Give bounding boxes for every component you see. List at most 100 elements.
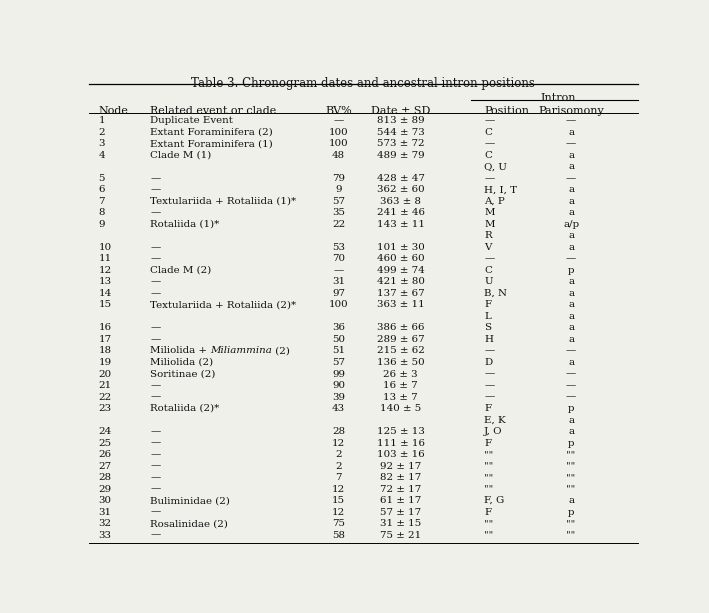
Text: 33: 33 xyxy=(99,531,111,539)
Text: D: D xyxy=(484,358,492,367)
Text: 48: 48 xyxy=(332,151,345,160)
Text: R: R xyxy=(484,232,492,240)
Text: 17: 17 xyxy=(99,335,111,344)
Text: 2: 2 xyxy=(335,450,342,459)
Text: Position: Position xyxy=(484,105,529,116)
Text: F: F xyxy=(484,404,491,413)
Text: 4: 4 xyxy=(99,151,105,160)
Text: —: — xyxy=(150,278,160,286)
Text: 15: 15 xyxy=(99,300,111,310)
Text: 99: 99 xyxy=(332,370,345,378)
Text: a: a xyxy=(568,416,574,425)
Text: 5: 5 xyxy=(99,174,105,183)
Text: C: C xyxy=(484,128,492,137)
Text: —: — xyxy=(150,289,160,298)
Text: 39: 39 xyxy=(332,392,345,402)
Text: Rotaliida (1)*: Rotaliida (1)* xyxy=(150,220,219,229)
Text: Extant Foraminifera (1): Extant Foraminifera (1) xyxy=(150,139,273,148)
Text: —: — xyxy=(150,254,160,264)
Text: F: F xyxy=(484,300,491,310)
Text: C: C xyxy=(484,266,492,275)
Text: H: H xyxy=(484,335,493,344)
Text: 75: 75 xyxy=(332,519,345,528)
Text: 90: 90 xyxy=(332,381,345,390)
Text: 28: 28 xyxy=(99,473,111,482)
Text: "": "" xyxy=(566,473,576,482)
Text: 24: 24 xyxy=(99,427,112,436)
Text: a: a xyxy=(568,358,574,367)
Text: 57: 57 xyxy=(332,358,345,367)
Text: F, G: F, G xyxy=(484,496,505,505)
Text: —: — xyxy=(150,462,160,471)
Text: p: p xyxy=(568,508,574,517)
Text: 53: 53 xyxy=(332,243,345,252)
Text: J, O: J, O xyxy=(484,427,503,436)
Text: 2: 2 xyxy=(335,462,342,471)
Text: 13 ± 7: 13 ± 7 xyxy=(384,392,418,402)
Text: a: a xyxy=(568,243,574,252)
Text: "": "" xyxy=(484,473,493,482)
Text: Related event or clade: Related event or clade xyxy=(150,105,277,116)
Text: —: — xyxy=(566,139,576,148)
Text: 136 ± 50: 136 ± 50 xyxy=(377,358,425,367)
Text: 215 ± 62: 215 ± 62 xyxy=(376,346,425,356)
Text: 289 ± 67: 289 ± 67 xyxy=(377,335,425,344)
Text: a: a xyxy=(568,232,574,240)
Text: 9: 9 xyxy=(99,220,105,229)
Text: 26: 26 xyxy=(99,450,111,459)
Text: —: — xyxy=(150,508,160,517)
Text: 92 ± 17: 92 ± 17 xyxy=(380,462,421,471)
Text: F: F xyxy=(484,508,491,517)
Text: a: a xyxy=(568,312,574,321)
Text: 75 ± 21: 75 ± 21 xyxy=(380,531,421,539)
Text: "": "" xyxy=(484,462,493,471)
Text: 26 ± 3: 26 ± 3 xyxy=(384,370,418,378)
Text: "": "" xyxy=(566,531,576,539)
Text: "": "" xyxy=(484,450,493,459)
Text: 57: 57 xyxy=(332,197,345,206)
Text: 29: 29 xyxy=(99,484,111,493)
Text: 489 ± 79: 489 ± 79 xyxy=(377,151,425,160)
Text: 20: 20 xyxy=(99,370,111,378)
Text: 499 ± 74: 499 ± 74 xyxy=(377,266,425,275)
Text: "": "" xyxy=(566,462,576,471)
Text: a: a xyxy=(568,185,574,194)
Text: 19: 19 xyxy=(99,358,111,367)
Text: 51: 51 xyxy=(332,346,345,356)
Text: M: M xyxy=(484,220,495,229)
Text: V: V xyxy=(484,243,491,252)
Text: "": "" xyxy=(484,484,493,493)
Text: a: a xyxy=(568,162,574,172)
Text: 57 ± 17: 57 ± 17 xyxy=(380,508,421,517)
Text: a: a xyxy=(568,335,574,344)
Text: Extant Foraminifera (2): Extant Foraminifera (2) xyxy=(150,128,273,137)
Text: Table 3. Chronogram dates and ancestral intron positions: Table 3. Chronogram dates and ancestral … xyxy=(191,77,535,90)
Text: H, I, T: H, I, T xyxy=(484,185,518,194)
Text: a/p: a/p xyxy=(563,220,579,229)
Text: 31: 31 xyxy=(332,278,345,286)
Text: 100: 100 xyxy=(329,139,348,148)
Text: 43: 43 xyxy=(332,404,345,413)
Text: 58: 58 xyxy=(332,531,345,539)
Text: —: — xyxy=(484,392,494,402)
Text: 18: 18 xyxy=(99,346,111,356)
Text: 2: 2 xyxy=(99,128,105,137)
Text: 544 ± 73: 544 ± 73 xyxy=(377,128,425,137)
Text: "": "" xyxy=(566,519,576,528)
Text: "": "" xyxy=(566,484,576,493)
Text: 82 ± 17: 82 ± 17 xyxy=(380,473,421,482)
Text: —: — xyxy=(150,484,160,493)
Text: p: p xyxy=(568,438,574,447)
Text: —: — xyxy=(150,450,160,459)
Text: 1: 1 xyxy=(99,116,105,125)
Text: 111 ± 16: 111 ± 16 xyxy=(376,438,425,447)
Text: B, N: B, N xyxy=(484,289,507,298)
Text: Q, U: Q, U xyxy=(484,162,507,172)
Text: Buliminidae (2): Buliminidae (2) xyxy=(150,496,230,505)
Text: M: M xyxy=(484,208,495,218)
Text: 386 ± 66: 386 ± 66 xyxy=(377,324,425,332)
Text: 362 ± 60: 362 ± 60 xyxy=(377,185,425,194)
Text: 12: 12 xyxy=(332,438,345,447)
Text: Node: Node xyxy=(99,105,128,116)
Text: 12: 12 xyxy=(332,484,345,493)
